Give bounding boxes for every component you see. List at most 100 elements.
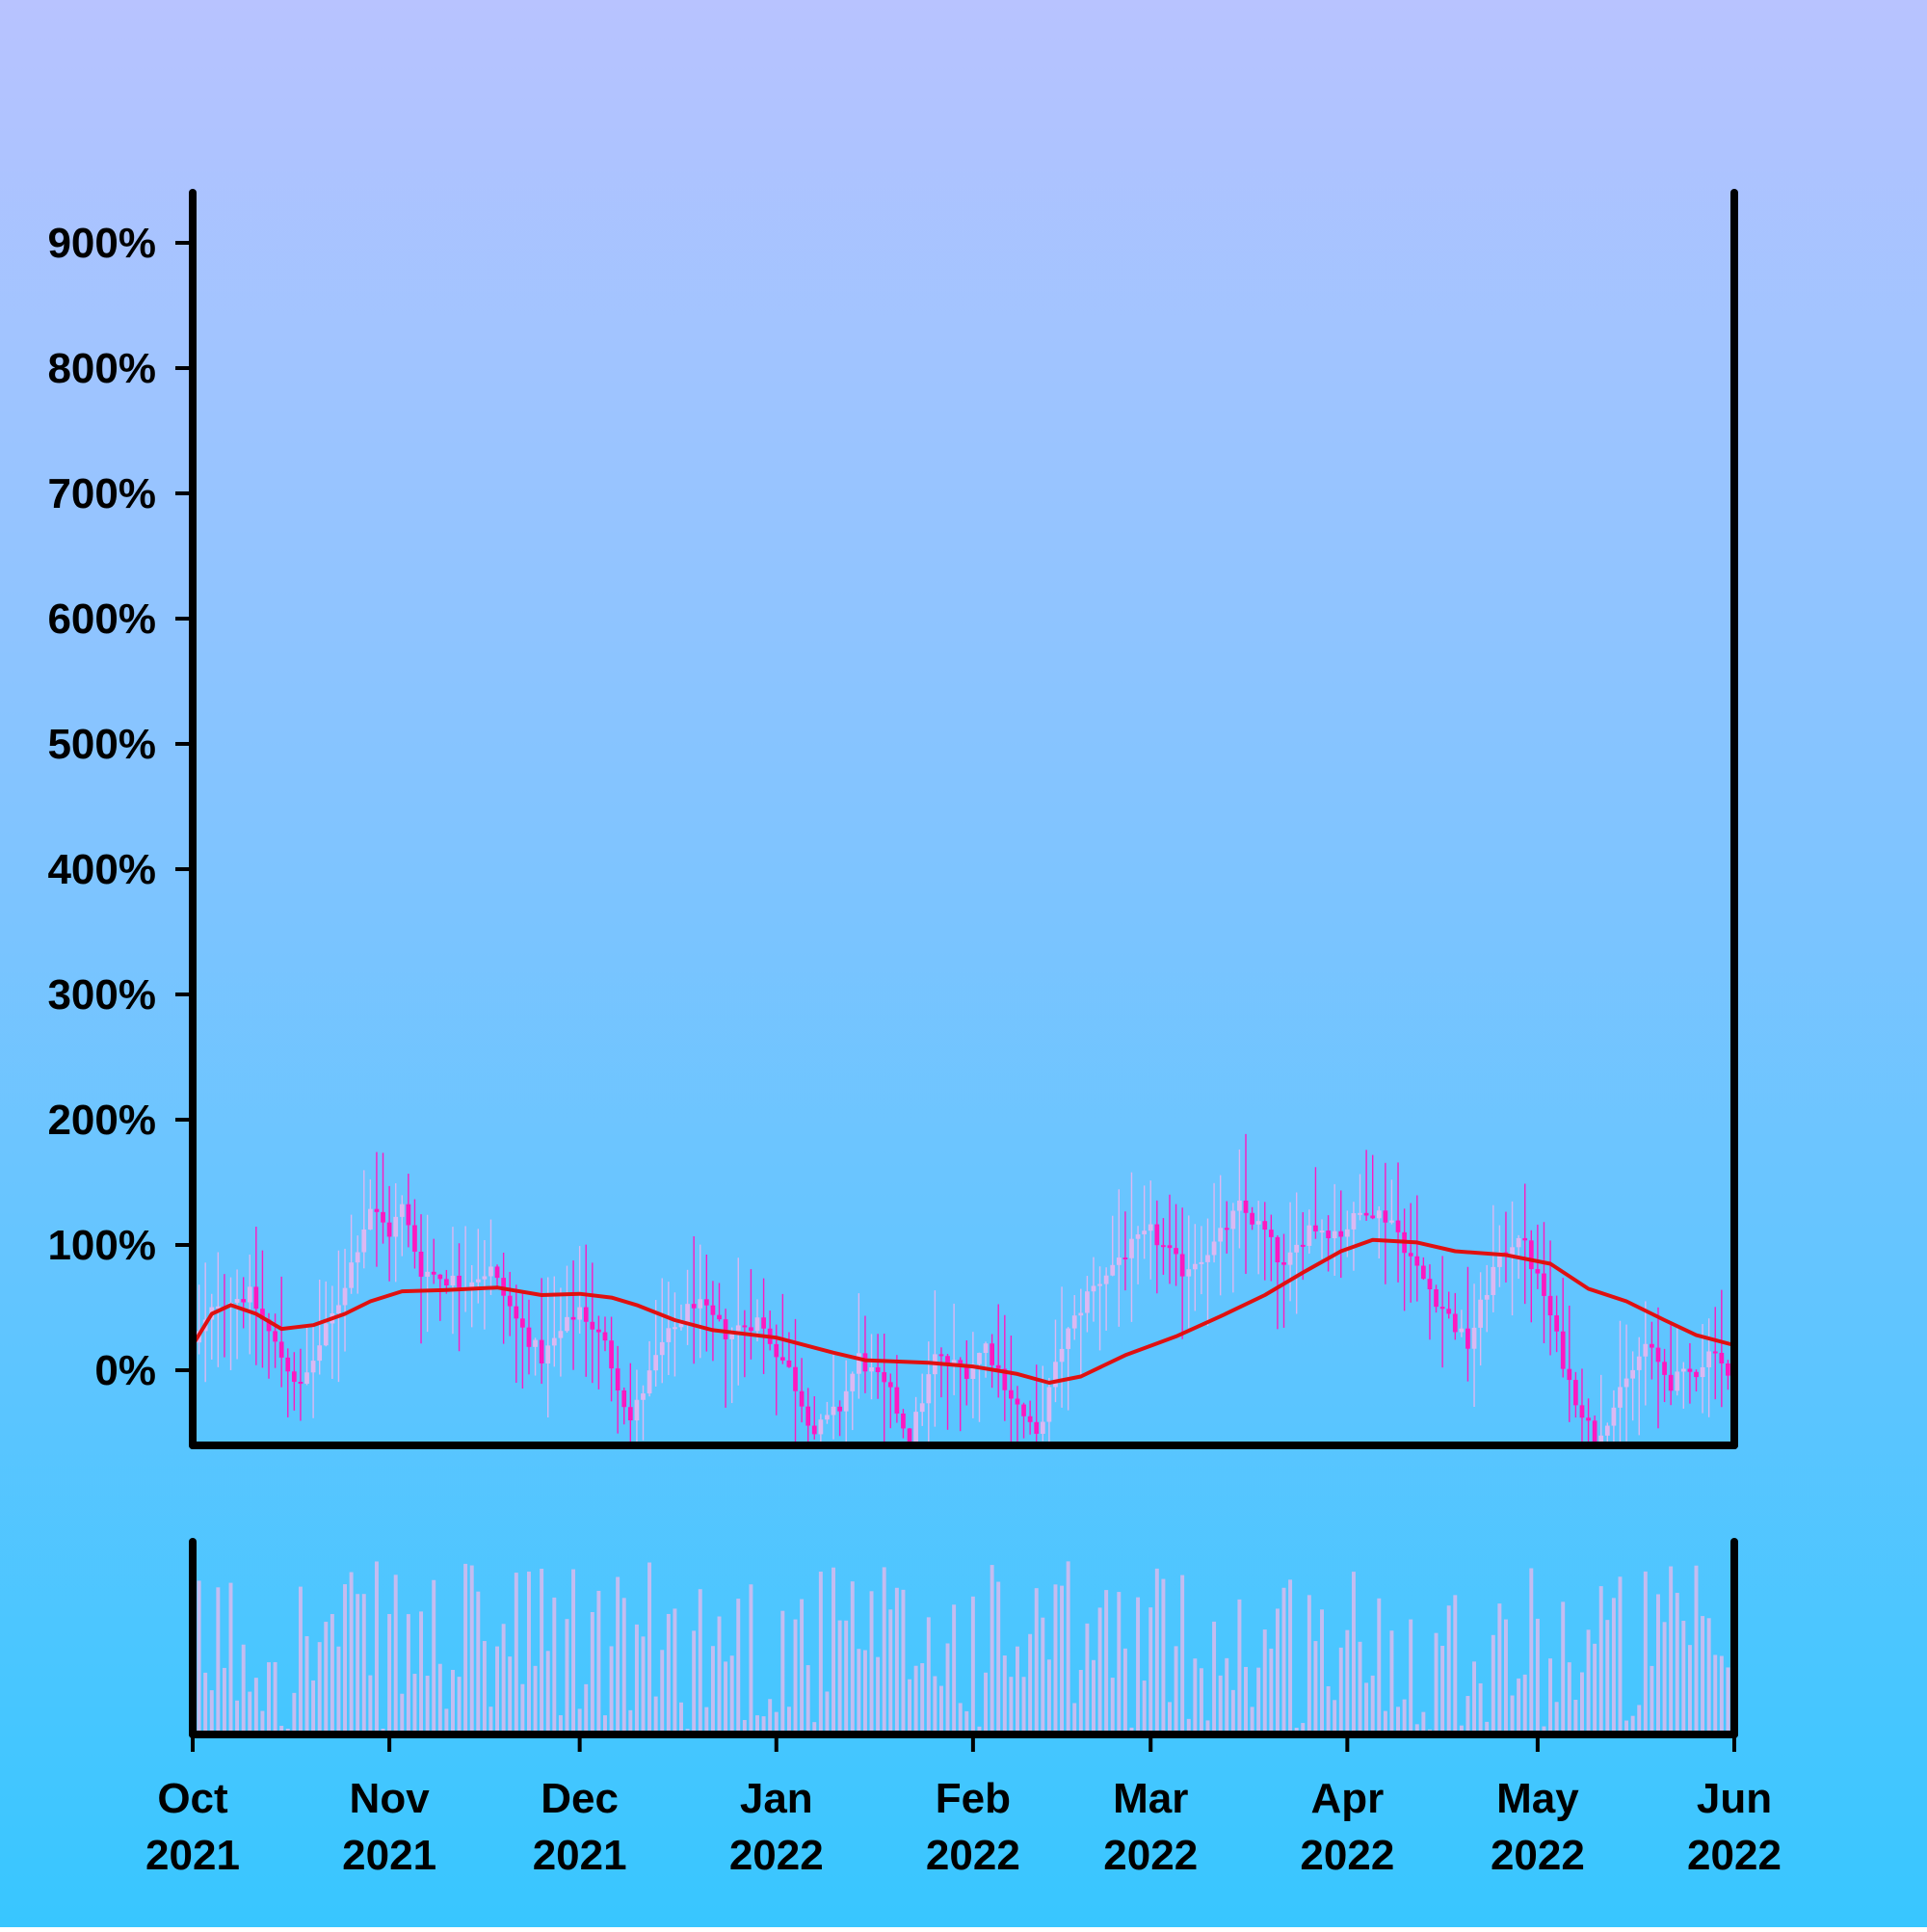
volume-bar <box>1389 1630 1394 1734</box>
candle-body <box>894 1387 900 1414</box>
candle-body <box>425 1271 430 1277</box>
candle-body <box>1351 1213 1357 1230</box>
volume-bar <box>742 1719 747 1734</box>
volume-bar <box>203 1672 208 1734</box>
x-tick-label-month: Jun <box>1697 1775 1772 1822</box>
volume-bar <box>1561 1601 1566 1734</box>
candle-body <box>545 1345 551 1363</box>
volume-bar <box>1085 1623 1090 1734</box>
volume-bar <box>1218 1675 1223 1734</box>
volume-bar <box>1377 1598 1382 1734</box>
axes-layer <box>175 189 1738 1752</box>
candle-body <box>431 1271 436 1275</box>
candle-body <box>1700 1366 1705 1378</box>
volume-bar <box>1630 1715 1635 1734</box>
candle-body <box>457 1275 462 1288</box>
candle-body <box>1516 1237 1521 1248</box>
candle-body <box>698 1299 703 1309</box>
candle-body <box>983 1343 989 1354</box>
candle-body <box>1491 1266 1496 1295</box>
candle-body <box>945 1356 950 1364</box>
volume-bar <box>1567 1662 1571 1734</box>
volume-bar <box>774 1711 779 1734</box>
candle-body <box>1110 1264 1116 1276</box>
y-tick-label: 700% <box>47 470 156 517</box>
volume-bar <box>1205 1720 1210 1734</box>
candle-body <box>1262 1221 1268 1231</box>
volume-bar <box>717 1616 722 1734</box>
candle-body <box>1199 1261 1204 1264</box>
candle-body <box>1250 1212 1254 1225</box>
volume-bar <box>1161 1578 1166 1734</box>
candle-body <box>310 1361 316 1373</box>
volume-bar <box>653 1696 658 1734</box>
candle-body <box>811 1425 817 1435</box>
candle-body <box>653 1355 659 1371</box>
volume-bar <box>913 1665 918 1734</box>
candle-body <box>1389 1220 1394 1223</box>
candle-body <box>666 1328 672 1342</box>
y-tick-label: 600% <box>47 595 156 643</box>
volume-bar <box>450 1669 455 1734</box>
candle-body <box>361 1229 367 1253</box>
candle-body <box>1281 1262 1286 1265</box>
volume-bar <box>1358 1641 1362 1734</box>
candle-body <box>1630 1369 1636 1379</box>
candle-body <box>1662 1362 1667 1375</box>
volume-bar <box>793 1619 798 1734</box>
volume-bar <box>584 1683 589 1734</box>
candle-body <box>565 1316 569 1332</box>
volume-bar <box>641 1636 646 1734</box>
candle-body <box>1161 1245 1166 1248</box>
volume-bar <box>862 1650 867 1734</box>
candle-body <box>514 1306 519 1319</box>
volume-bar <box>1409 1619 1413 1734</box>
volume-bar <box>1453 1595 1458 1734</box>
candle-body <box>856 1353 861 1374</box>
volume-bar <box>1104 1590 1109 1734</box>
candle-body <box>749 1327 753 1332</box>
volume-bar <box>514 1573 518 1734</box>
candle-body <box>691 1304 697 1309</box>
x-tick-label-month: Oct <box>157 1775 228 1822</box>
x-tick-label-month: Jan <box>740 1775 813 1822</box>
volume-bar <box>970 1596 975 1734</box>
volume-bar <box>825 1691 830 1734</box>
candle-body <box>1053 1362 1058 1388</box>
candle-body <box>1326 1231 1331 1239</box>
candle-body <box>1085 1291 1090 1313</box>
volume-bar <box>1440 1645 1445 1734</box>
candle-body <box>869 1367 874 1372</box>
candle-body <box>742 1325 748 1328</box>
candle-body <box>596 1329 601 1333</box>
candle-body <box>234 1299 240 1303</box>
candle-body <box>1078 1312 1084 1316</box>
candle-body <box>215 1306 221 1309</box>
candle-body <box>1383 1210 1388 1223</box>
volume-bar <box>540 1569 544 1734</box>
volume-bar <box>800 1599 805 1734</box>
candle-body <box>779 1357 785 1361</box>
volume-bar <box>216 1587 221 1734</box>
volume-bar <box>463 1563 468 1734</box>
candle-body <box>1420 1265 1426 1280</box>
volume-bar <box>311 1680 316 1734</box>
volume-bar <box>786 1707 791 1734</box>
volume-bar <box>419 1611 424 1734</box>
volume-bar <box>565 1619 569 1734</box>
candle-body <box>444 1279 449 1286</box>
candle-body <box>710 1305 716 1315</box>
volume-bar <box>317 1642 322 1734</box>
candle-body <box>1376 1210 1382 1219</box>
volume-layer <box>191 1561 1736 1734</box>
candle-body <box>659 1341 665 1356</box>
candle-body <box>469 1282 475 1287</box>
volume-bar <box>1396 1707 1401 1734</box>
volume-bar <box>343 1584 347 1734</box>
volume-bar <box>1212 1621 1217 1734</box>
volume-bar <box>1301 1723 1306 1734</box>
moving-average-layer <box>191 1237 1735 1385</box>
tick-labels-layer: 0% 100% 200% 300% 400% 500% 600% 700% 800% 900% Oc… <box>47 220 1781 1879</box>
volume-bar <box>1072 1703 1077 1734</box>
